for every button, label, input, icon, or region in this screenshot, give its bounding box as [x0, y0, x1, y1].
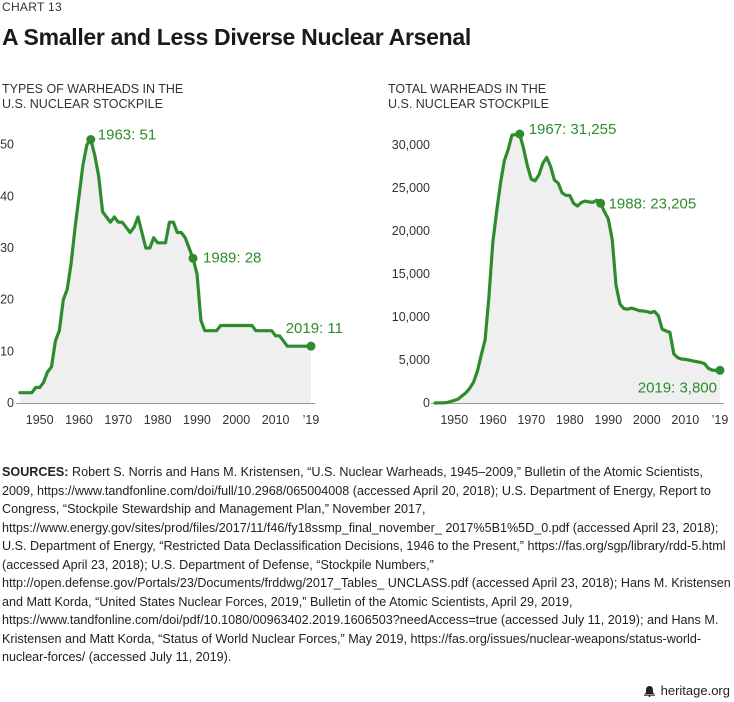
- types-x-tick-5: 2000: [222, 413, 250, 427]
- sources-label: SOURCES:: [2, 465, 69, 479]
- total-annotation-label-2: 2019: 3,800: [638, 379, 717, 396]
- total-y-tick-1: 5,000: [399, 353, 430, 367]
- page-title: A Smaller and Less Diverse Nuclear Arsen…: [2, 24, 471, 50]
- total-y-tick-4: 20,000: [392, 224, 430, 238]
- total-series-line: [433, 132, 722, 405]
- types-area-fill: [20, 139, 311, 403]
- left-panel-title-line2: U.S. NUCLEAR STOCKPILE: [2, 97, 163, 111]
- total-annotation-label-1: 1988: 23,205: [609, 195, 697, 212]
- types-y-tick-4: 40: [0, 189, 14, 203]
- chart-number: CHART 13: [2, 0, 62, 14]
- left-panel-title: TYPES OF WARHEADS IN THE U.S. NUCLEAR ST…: [2, 82, 202, 112]
- right-panel-title-line1: TOTAL WARHEADS IN THE: [388, 82, 547, 96]
- total-annotation-point-1: [596, 198, 606, 208]
- types-annotation-label-2: 2019: 11: [286, 320, 343, 337]
- types-y-tick-0: 0: [7, 396, 14, 410]
- types-x-tick-6: 2010: [262, 413, 290, 427]
- footer: heritage.org: [643, 683, 730, 698]
- types-x-tick-3: 1980: [144, 413, 172, 427]
- total-x-tick-4: 1990: [594, 413, 622, 427]
- total-y-tick-2: 10,000: [392, 310, 430, 324]
- types-annotation-point-0: [86, 135, 96, 144]
- total-x-tick-2: 1970: [517, 413, 545, 427]
- total-y-tick-6: 30,000: [392, 138, 430, 152]
- types-x-tick-1: 1960: [65, 413, 93, 427]
- types-x-tick-7: ’19: [303, 413, 320, 427]
- bell-icon: [643, 685, 655, 697]
- right-panel-title: TOTAL WARHEADS IN THE U.S. NUCLEAR STOCK…: [388, 82, 588, 112]
- total-x-tick-6: 2010: [671, 413, 699, 427]
- types-x-tick-0: 1950: [26, 413, 54, 427]
- footer-brand[interactable]: heritage.org: [660, 683, 730, 698]
- types-y-tick-3: 30: [0, 241, 14, 255]
- total-x-tick-3: 1980: [556, 413, 584, 427]
- types-annotation-label-0: 1963: 51: [98, 127, 156, 144]
- total-annotation-point-0: [515, 129, 525, 139]
- total-x-tick-1: 1960: [479, 413, 507, 427]
- left-panel-title-line1: TYPES OF WARHEADS IN THE: [2, 82, 184, 96]
- sources-note: SOURCES: Robert S. Norris and Hans M. Kr…: [2, 463, 732, 667]
- types-y-tick-1: 10: [0, 344, 14, 358]
- total-area-fill: [435, 134, 720, 403]
- total-warheads-chart: 0 5,000 10,000 15,000 20,000 25,000 30,000 1950…: [392, 121, 729, 427]
- types-annotation-point-1: [188, 253, 198, 263]
- types-y-tick-2: 20: [0, 293, 14, 307]
- sources-text: Robert S. Norris and Hans M. Kristensen,…: [2, 465, 731, 664]
- warhead-types-chart: 0 10 20 30 40 50 1950 1960 1970 1980 1990 2000 2010 ’…: [0, 127, 343, 428]
- types-y-tick-5: 50: [0, 138, 14, 152]
- total-x-tick-7: ’19: [712, 413, 729, 427]
- total-x-tick-0: 1950: [440, 413, 468, 427]
- total-y-tick-5: 25,000: [392, 181, 430, 195]
- total-x-tick-5: 2000: [633, 413, 661, 427]
- types-annotation-point-2: [306, 341, 316, 351]
- types-series-line: [18, 137, 313, 395]
- total-annotation-label-0: 1967: 31,255: [529, 121, 617, 138]
- types-x-tick-4: 1990: [183, 413, 211, 427]
- total-y-tick-3: 15,000: [392, 267, 430, 281]
- total-annotation-point-2: [715, 365, 725, 375]
- right-panel-title-line2: U.S. NUCLEAR STOCKPILE: [388, 97, 549, 111]
- total-y-tick-0: 0: [423, 396, 430, 410]
- types-x-tick-2: 1970: [104, 413, 132, 427]
- types-annotation-label-1: 1989: 28: [203, 249, 261, 266]
